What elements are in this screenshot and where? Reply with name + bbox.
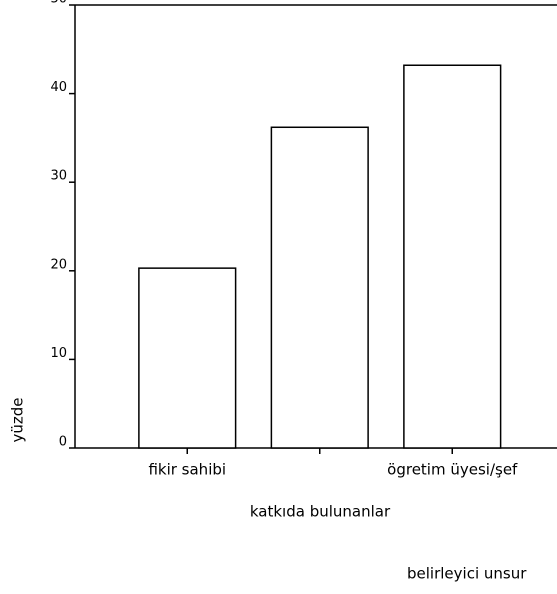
- x-axis-label: katkıda bulunanlar: [250, 503, 391, 521]
- y-tick-label: 50: [50, 0, 67, 7]
- y-axis-label: yüzde: [9, 397, 27, 442]
- legend-title: belirleyici unsur: [407, 565, 527, 583]
- y-tick-label: 30: [50, 169, 67, 184]
- y-tick-label: 0: [59, 435, 67, 450]
- x-tick-label: ögretim üyesi/şef: [387, 461, 518, 479]
- x-tick-label: fikir sahibi: [148, 461, 226, 479]
- bar: [270, 126, 369, 449]
- y-tick-label: 20: [50, 257, 67, 272]
- y-tick-label: 10: [50, 346, 67, 361]
- bar: [403, 64, 502, 449]
- y-tick-label: 40: [50, 80, 67, 95]
- bar: [138, 267, 237, 449]
